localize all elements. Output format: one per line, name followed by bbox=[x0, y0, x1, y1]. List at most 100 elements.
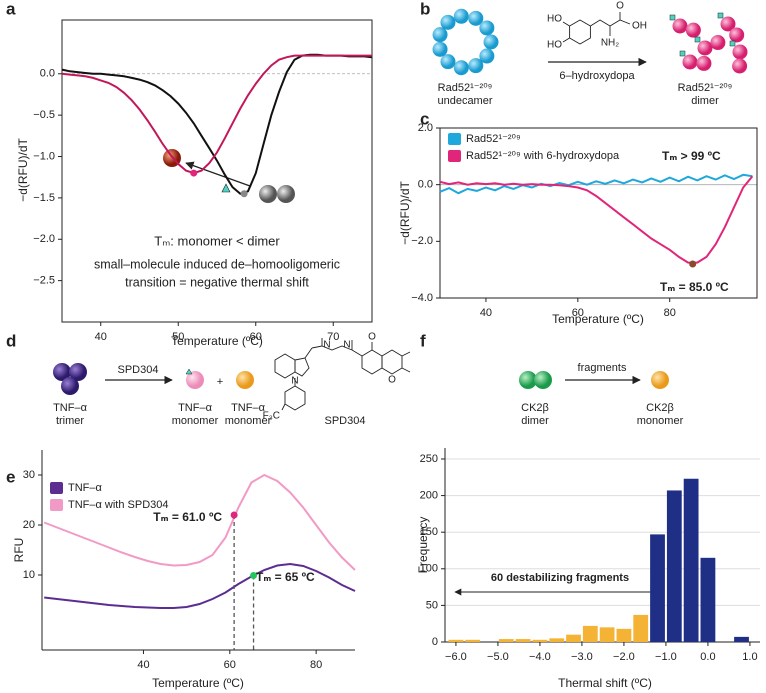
subunit bbox=[729, 27, 745, 43]
subunit bbox=[710, 35, 726, 51]
monomer-icon bbox=[185, 368, 254, 389]
subunit bbox=[479, 20, 495, 36]
x-tick-label: 70 bbox=[327, 331, 339, 343]
ligand bbox=[694, 36, 701, 43]
y-tick-label: 50 bbox=[426, 599, 438, 611]
series-line bbox=[43, 473, 356, 571]
annotation: 60 destabilizing fragments bbox=[491, 572, 629, 584]
atom-label: O bbox=[368, 332, 376, 343]
product-state: monomer bbox=[637, 415, 684, 427]
product-state: monomer bbox=[225, 415, 272, 427]
x-tick-label: −2.0 bbox=[613, 651, 635, 663]
plot-frame bbox=[61, 19, 373, 323]
y-tick-label: 10 bbox=[23, 569, 35, 581]
y-tick-label: 250 bbox=[420, 453, 438, 465]
subunit bbox=[440, 54, 456, 70]
point bbox=[190, 169, 198, 177]
x-tick-label: −5.0 bbox=[487, 651, 509, 663]
panel-label: e bbox=[6, 467, 15, 486]
subunit bbox=[697, 40, 713, 56]
atom-label: O bbox=[388, 375, 396, 386]
subunit bbox=[720, 16, 736, 32]
annotation: Tₘ = 65 ºC bbox=[256, 570, 315, 584]
y-tick-label: 0.0 bbox=[418, 179, 433, 191]
annotation: Tₘ = 85.0 ºC bbox=[660, 280, 729, 294]
x-tick-label: 40 bbox=[480, 307, 492, 319]
x-tick-label: 60 bbox=[572, 307, 584, 319]
annotation: transition = negative thermal shift bbox=[125, 275, 309, 289]
point bbox=[230, 511, 238, 519]
point bbox=[250, 572, 258, 579]
y-tick-label: −2.0 bbox=[411, 235, 433, 247]
plus: + bbox=[217, 376, 223, 388]
x-tick-label: 1.0 bbox=[742, 651, 757, 663]
panel-label: a bbox=[6, 0, 16, 18]
bar bbox=[700, 557, 716, 642]
y-tick-label: 0.0 bbox=[40, 68, 55, 80]
x-tick-label: 40 bbox=[95, 331, 107, 343]
subunit bbox=[432, 27, 448, 43]
x-tick-label: −3.0 bbox=[571, 651, 593, 663]
hydroxydopa-structure bbox=[562, 12, 631, 45]
x-tick-label: −6.0 bbox=[445, 651, 467, 663]
y-axis-label: Frequency bbox=[416, 517, 430, 574]
subunit bbox=[468, 58, 484, 74]
scheme-icons bbox=[163, 149, 295, 203]
bar bbox=[650, 534, 665, 642]
product-state: dimer bbox=[691, 95, 719, 107]
plot-frame bbox=[439, 127, 758, 299]
undecamer-icon bbox=[432, 8, 499, 76]
atom-label: N bbox=[291, 376, 298, 387]
product-name: TNF–α bbox=[231, 402, 266, 414]
panel-label: d bbox=[6, 331, 16, 350]
annotation: small–molecule induced de–homooligomeric bbox=[94, 257, 340, 271]
reagent: 6–hydroxydopa bbox=[559, 70, 635, 82]
x-tick-label: 60 bbox=[250, 331, 262, 343]
bar bbox=[532, 639, 548, 642]
reagent: fragments bbox=[578, 362, 627, 374]
x-tick-label: −4.0 bbox=[529, 651, 551, 663]
bar bbox=[465, 639, 481, 642]
legend-label: TNF–α bbox=[68, 482, 103, 494]
bar bbox=[549, 638, 565, 642]
subunit bbox=[479, 48, 495, 64]
atom-label: HO bbox=[547, 40, 562, 51]
reactant-name: TNF–α bbox=[53, 402, 88, 414]
reagent: SPD304 bbox=[118, 364, 159, 376]
subunit bbox=[696, 55, 712, 71]
spd304-structure bbox=[274, 338, 411, 411]
y-axis-label: RFU bbox=[12, 538, 26, 563]
product-name: TNF–α bbox=[178, 402, 213, 414]
series-line bbox=[61, 53, 373, 195]
bar bbox=[666, 490, 682, 642]
bar bbox=[582, 625, 598, 642]
legend-label: Rad52¹⁻²⁰⁹ bbox=[466, 133, 521, 145]
annotation: Tₘ = 61.0 ºC bbox=[153, 510, 222, 524]
y-tick-label: 200 bbox=[420, 489, 438, 501]
x-axis-label: Temperature (ºC) bbox=[152, 676, 244, 690]
y-tick-label: 2.0 bbox=[418, 122, 433, 134]
bar bbox=[498, 639, 514, 642]
x-axis-label: Temperature (ºC) bbox=[552, 312, 644, 326]
x-tick-label: 0.0 bbox=[700, 651, 715, 663]
trimer-icon bbox=[53, 363, 87, 395]
y-tick-label: −2.0 bbox=[33, 233, 55, 245]
reactant-name: Rad52¹⁻²⁰⁹ bbox=[438, 82, 493, 94]
atom-label: NH₂ bbox=[601, 38, 619, 49]
atom-label: O bbox=[616, 1, 624, 12]
panel-label: b bbox=[420, 0, 430, 18]
product-name: CK2β bbox=[646, 402, 674, 414]
bar bbox=[683, 478, 699, 642]
series-line bbox=[44, 562, 356, 609]
ligand bbox=[729, 40, 736, 47]
bar bbox=[515, 639, 531, 642]
subunit bbox=[685, 22, 701, 38]
reactant-name: CK2β bbox=[521, 402, 549, 414]
x-tick-label: 40 bbox=[137, 659, 149, 671]
y-tick-label: 0 bbox=[432, 636, 438, 648]
legend-swatch bbox=[50, 499, 63, 511]
legend-swatch bbox=[50, 482, 63, 494]
subunit bbox=[440, 14, 456, 30]
bar bbox=[448, 639, 464, 642]
